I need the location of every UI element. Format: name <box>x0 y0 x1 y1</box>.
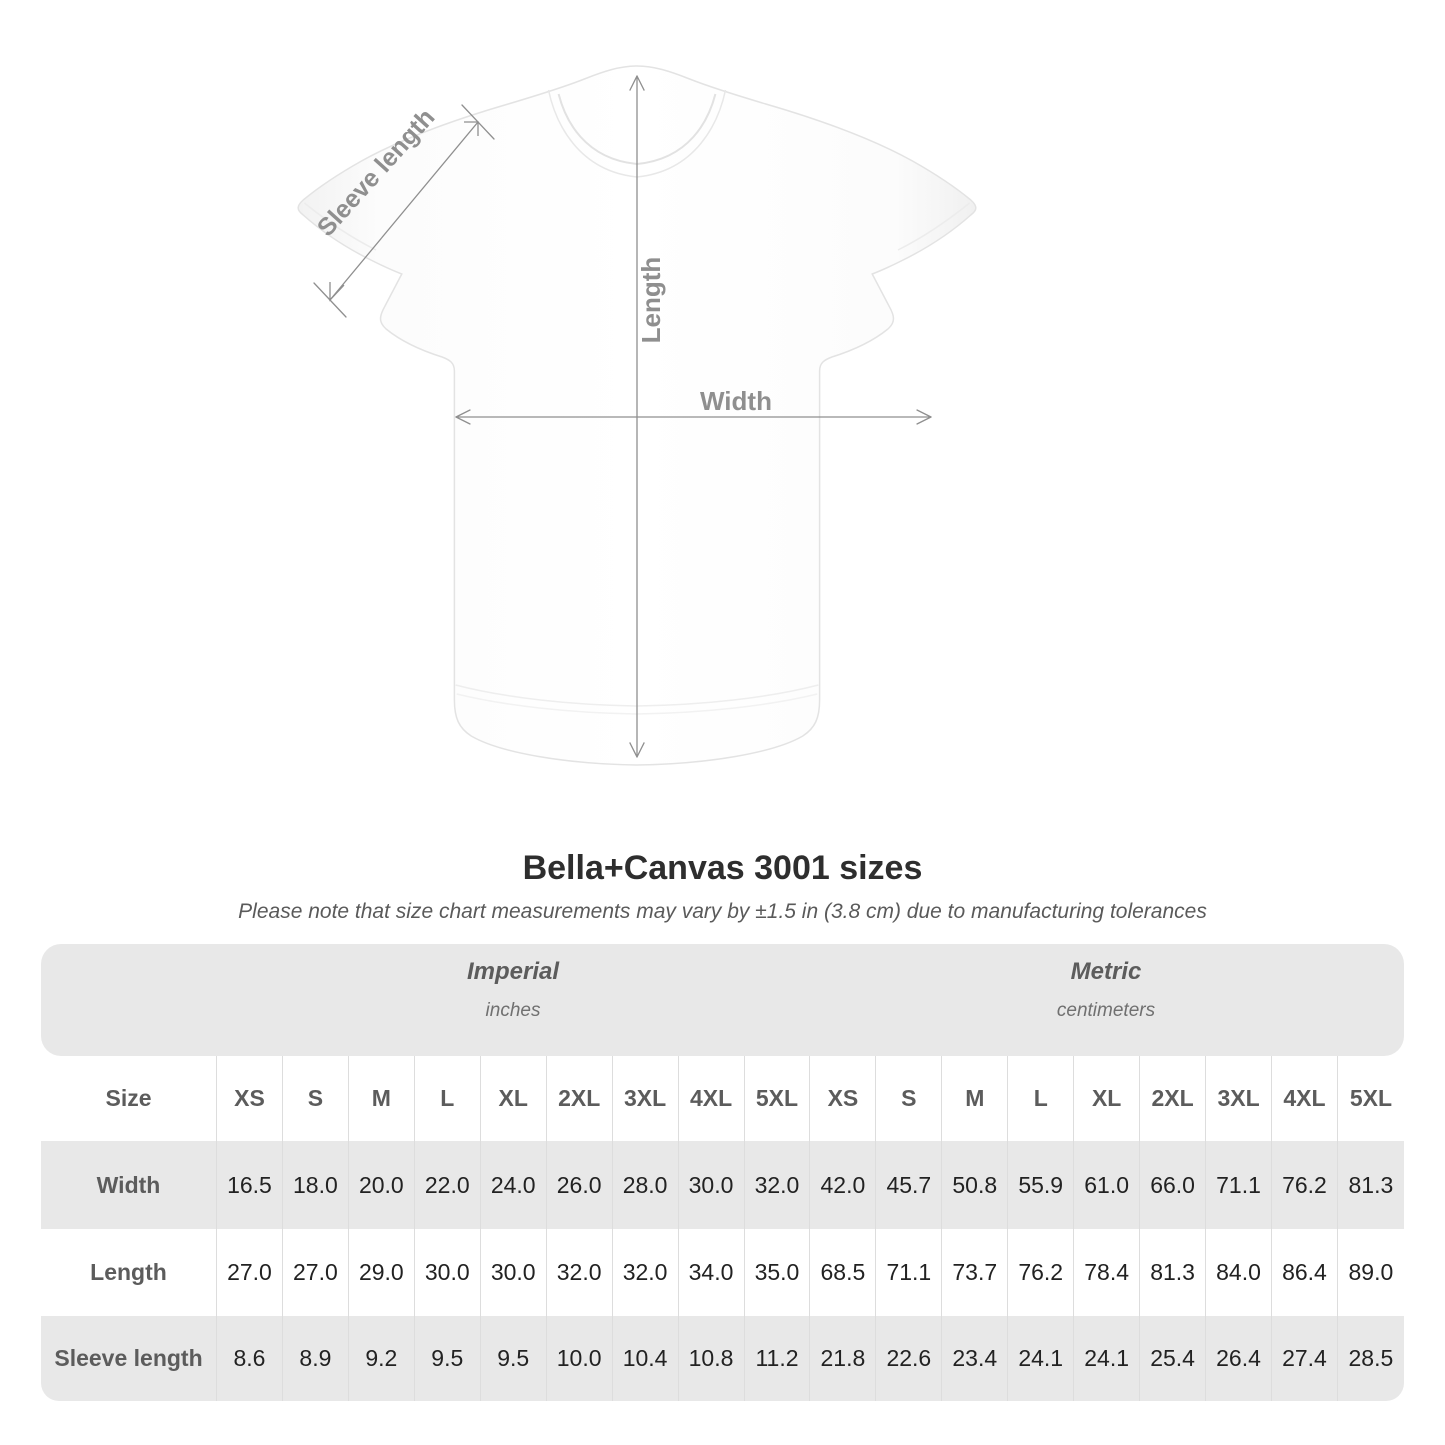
svg-text:Length: Length <box>636 257 666 344</box>
svg-text:Width: Width <box>700 386 772 416</box>
